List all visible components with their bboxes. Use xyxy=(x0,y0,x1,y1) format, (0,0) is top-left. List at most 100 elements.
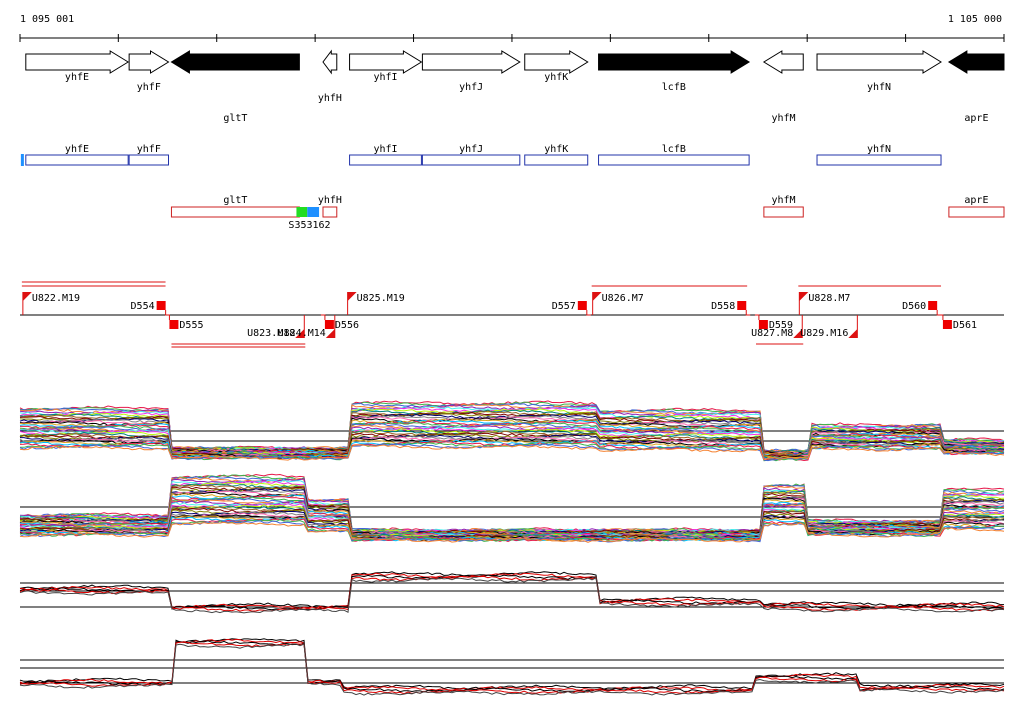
segment-label-U824.M14: U824.M14 xyxy=(278,328,326,339)
gene-arrow-yhfH[interactable] xyxy=(322,49,338,75)
gene-label-aprE: aprE xyxy=(964,113,988,124)
annotation-box-plus-yhfJ[interactable] xyxy=(421,154,521,166)
downshift-label-D555: D555 xyxy=(179,320,203,331)
annotation-label-plus-yhfI: yhfI xyxy=(373,144,397,155)
annotation-label-plus-yhfK: yhfK xyxy=(544,144,568,155)
annotation-box-track: yhfE yhfF yhfI yhfJ yhfK lcfB yhfN gltT yhfH yhfM… xyxy=(20,144,1005,231)
ruler-end-label: 1 105 000 xyxy=(948,14,1002,25)
segment-label-U829.M16: U829.M16 xyxy=(800,328,848,339)
segment-flag-U824.M14 xyxy=(325,329,335,338)
panel-3-signal-line xyxy=(19,571,1005,608)
expression-panel-plus-strand[interactable] xyxy=(19,400,1005,462)
segment-track: U822.M19 U825.M19 U826.M7 U828.M7U823.M18U8… xyxy=(20,281,1004,348)
annotation-box-minus-aprE[interactable] xyxy=(948,206,1005,218)
annotation-box-plus-yhfN[interactable] xyxy=(816,154,942,166)
gene-label-yhfN: yhfN xyxy=(867,82,891,93)
downshift-label-D557: D557 xyxy=(552,301,576,312)
gene-arrow-yhfF[interactable] xyxy=(128,50,170,74)
segment-flag-U823.M18 xyxy=(295,329,305,338)
annotation-box-plus-yhfI[interactable] xyxy=(349,154,422,166)
annotation-label-plus-yhfF: yhfF xyxy=(137,144,161,155)
gene-label-yhfJ: yhfJ xyxy=(459,82,483,93)
gene-arrow-yhfE[interactable] xyxy=(25,50,130,74)
ruler-start-label: 1 095 001 xyxy=(20,14,74,25)
panel-4-signal-line xyxy=(19,643,1005,696)
panel-3-signal-line xyxy=(19,575,1005,612)
annotation-label-minus-yhfH: yhfH xyxy=(318,195,342,206)
gene-arrow-yhfK[interactable] xyxy=(524,50,589,74)
downshift-label-D556: D556 xyxy=(335,320,359,331)
downshift-marker-D557[interactable] xyxy=(577,301,587,310)
downshift-label-D558: D558 xyxy=(711,301,735,312)
downshift-marker-D554[interactable] xyxy=(156,301,166,310)
gene-label-yhfK: yhfK xyxy=(544,72,568,83)
annotation-box-plus-yhfF[interactable] xyxy=(128,154,170,166)
annotation-box-minus-yhfH[interactable] xyxy=(322,206,338,218)
gene-arrow-yhfI[interactable] xyxy=(349,50,423,74)
annotation-box-plus-yhfK[interactable] xyxy=(524,154,589,166)
panel-2-signal-line xyxy=(19,521,1005,543)
annotation-box-plus-lcfB[interactable] xyxy=(598,154,750,166)
gene-label-yhfM: yhfM xyxy=(772,113,796,124)
downshift-tick-D560 xyxy=(936,310,942,316)
downshift-tick-D559 xyxy=(754,314,760,320)
downshift-tick-D555 xyxy=(165,314,170,320)
site-label: S353162 xyxy=(288,220,330,231)
downshift-label-D559: D559 xyxy=(769,320,793,331)
panel-3-signal-line xyxy=(19,577,1005,614)
panel-4-signal-line xyxy=(19,638,1005,692)
panel-1-signal-line xyxy=(19,444,1005,461)
gene-arrow-yhfJ[interactable] xyxy=(421,50,521,74)
panel-3-signal-line xyxy=(19,572,1005,609)
annotation-box-plus-yhfE[interactable] xyxy=(25,154,129,166)
summary-panel-minus-strand[interactable] xyxy=(19,638,1005,696)
segment-label-U822.M19: U822.M19 xyxy=(32,293,80,304)
gene-arrow-yhfN[interactable] xyxy=(816,50,942,74)
segment-flag-U829.M16 xyxy=(848,329,858,338)
segment-flag-U826.M7 xyxy=(592,292,602,301)
panel-1-signal-line xyxy=(19,443,1005,462)
annotation-label-minus-yhfM: yhfM xyxy=(772,195,796,206)
downshift-tick-D554 xyxy=(165,310,170,316)
downshift-tick-D557 xyxy=(586,310,591,316)
segment-label-U827.M8: U827.M8 xyxy=(751,328,793,339)
segment-label-U823.M18: U823.M18 xyxy=(247,328,295,339)
annotation-box-minus-gltT[interactable] xyxy=(170,206,300,218)
site-marker-green[interactable] xyxy=(296,207,308,217)
gene-arrow-aprE[interactable] xyxy=(947,50,1005,74)
gene-arrow-yhfM[interactable] xyxy=(762,50,804,74)
expression-panel-minus-strand[interactable] xyxy=(19,473,1005,543)
downshift-label-D554: D554 xyxy=(131,301,155,312)
downshift-marker-D560[interactable] xyxy=(928,301,938,310)
gene-arrow-gltT[interactable] xyxy=(170,50,300,74)
downshift-marker-D555[interactable] xyxy=(169,320,179,329)
segment-flag-U822.M19 xyxy=(22,292,32,301)
downshift-marker-D559[interactable] xyxy=(758,320,768,329)
annotation-label-plus-lcfB: lcfB xyxy=(662,144,686,155)
gene-label-yhfE: yhfE xyxy=(65,72,89,83)
annotation-box-minus-yhfM[interactable] xyxy=(763,206,804,218)
panel-2-signal-line xyxy=(19,511,1005,541)
summary-panel-plus-strand[interactable] xyxy=(19,571,1005,614)
downshift-label-D561: D561 xyxy=(953,320,977,331)
site-marker-blue[interactable] xyxy=(307,207,320,217)
downshift-tick-D561 xyxy=(938,314,944,320)
segment-flag-U825.M19 xyxy=(347,292,357,301)
segment-label-U825.M19: U825.M19 xyxy=(357,293,405,304)
downshift-marker-D556[interactable] xyxy=(324,320,334,329)
gene-arrow-lcfB[interactable] xyxy=(598,50,751,74)
segment-label-U826.M7: U826.M7 xyxy=(602,293,644,304)
downshift-tick-D558 xyxy=(745,310,751,316)
panel-2-signal-line xyxy=(19,496,1005,538)
downshift-marker-D558[interactable] xyxy=(737,301,747,310)
annotation-label-minus-aprE: aprE xyxy=(964,195,988,206)
panel-1-signal-line xyxy=(19,403,1005,453)
gene-label-lcfB: lcfB xyxy=(662,82,686,93)
ruler-ticks xyxy=(19,34,1005,42)
downshift-marker-D561[interactable] xyxy=(942,320,952,329)
site-marker-left xyxy=(20,154,24,166)
annotation-label-plus-yhfN: yhfN xyxy=(867,144,891,155)
downshift-label-D560: D560 xyxy=(902,301,926,312)
gene-label-yhfH: yhfH xyxy=(318,93,342,104)
